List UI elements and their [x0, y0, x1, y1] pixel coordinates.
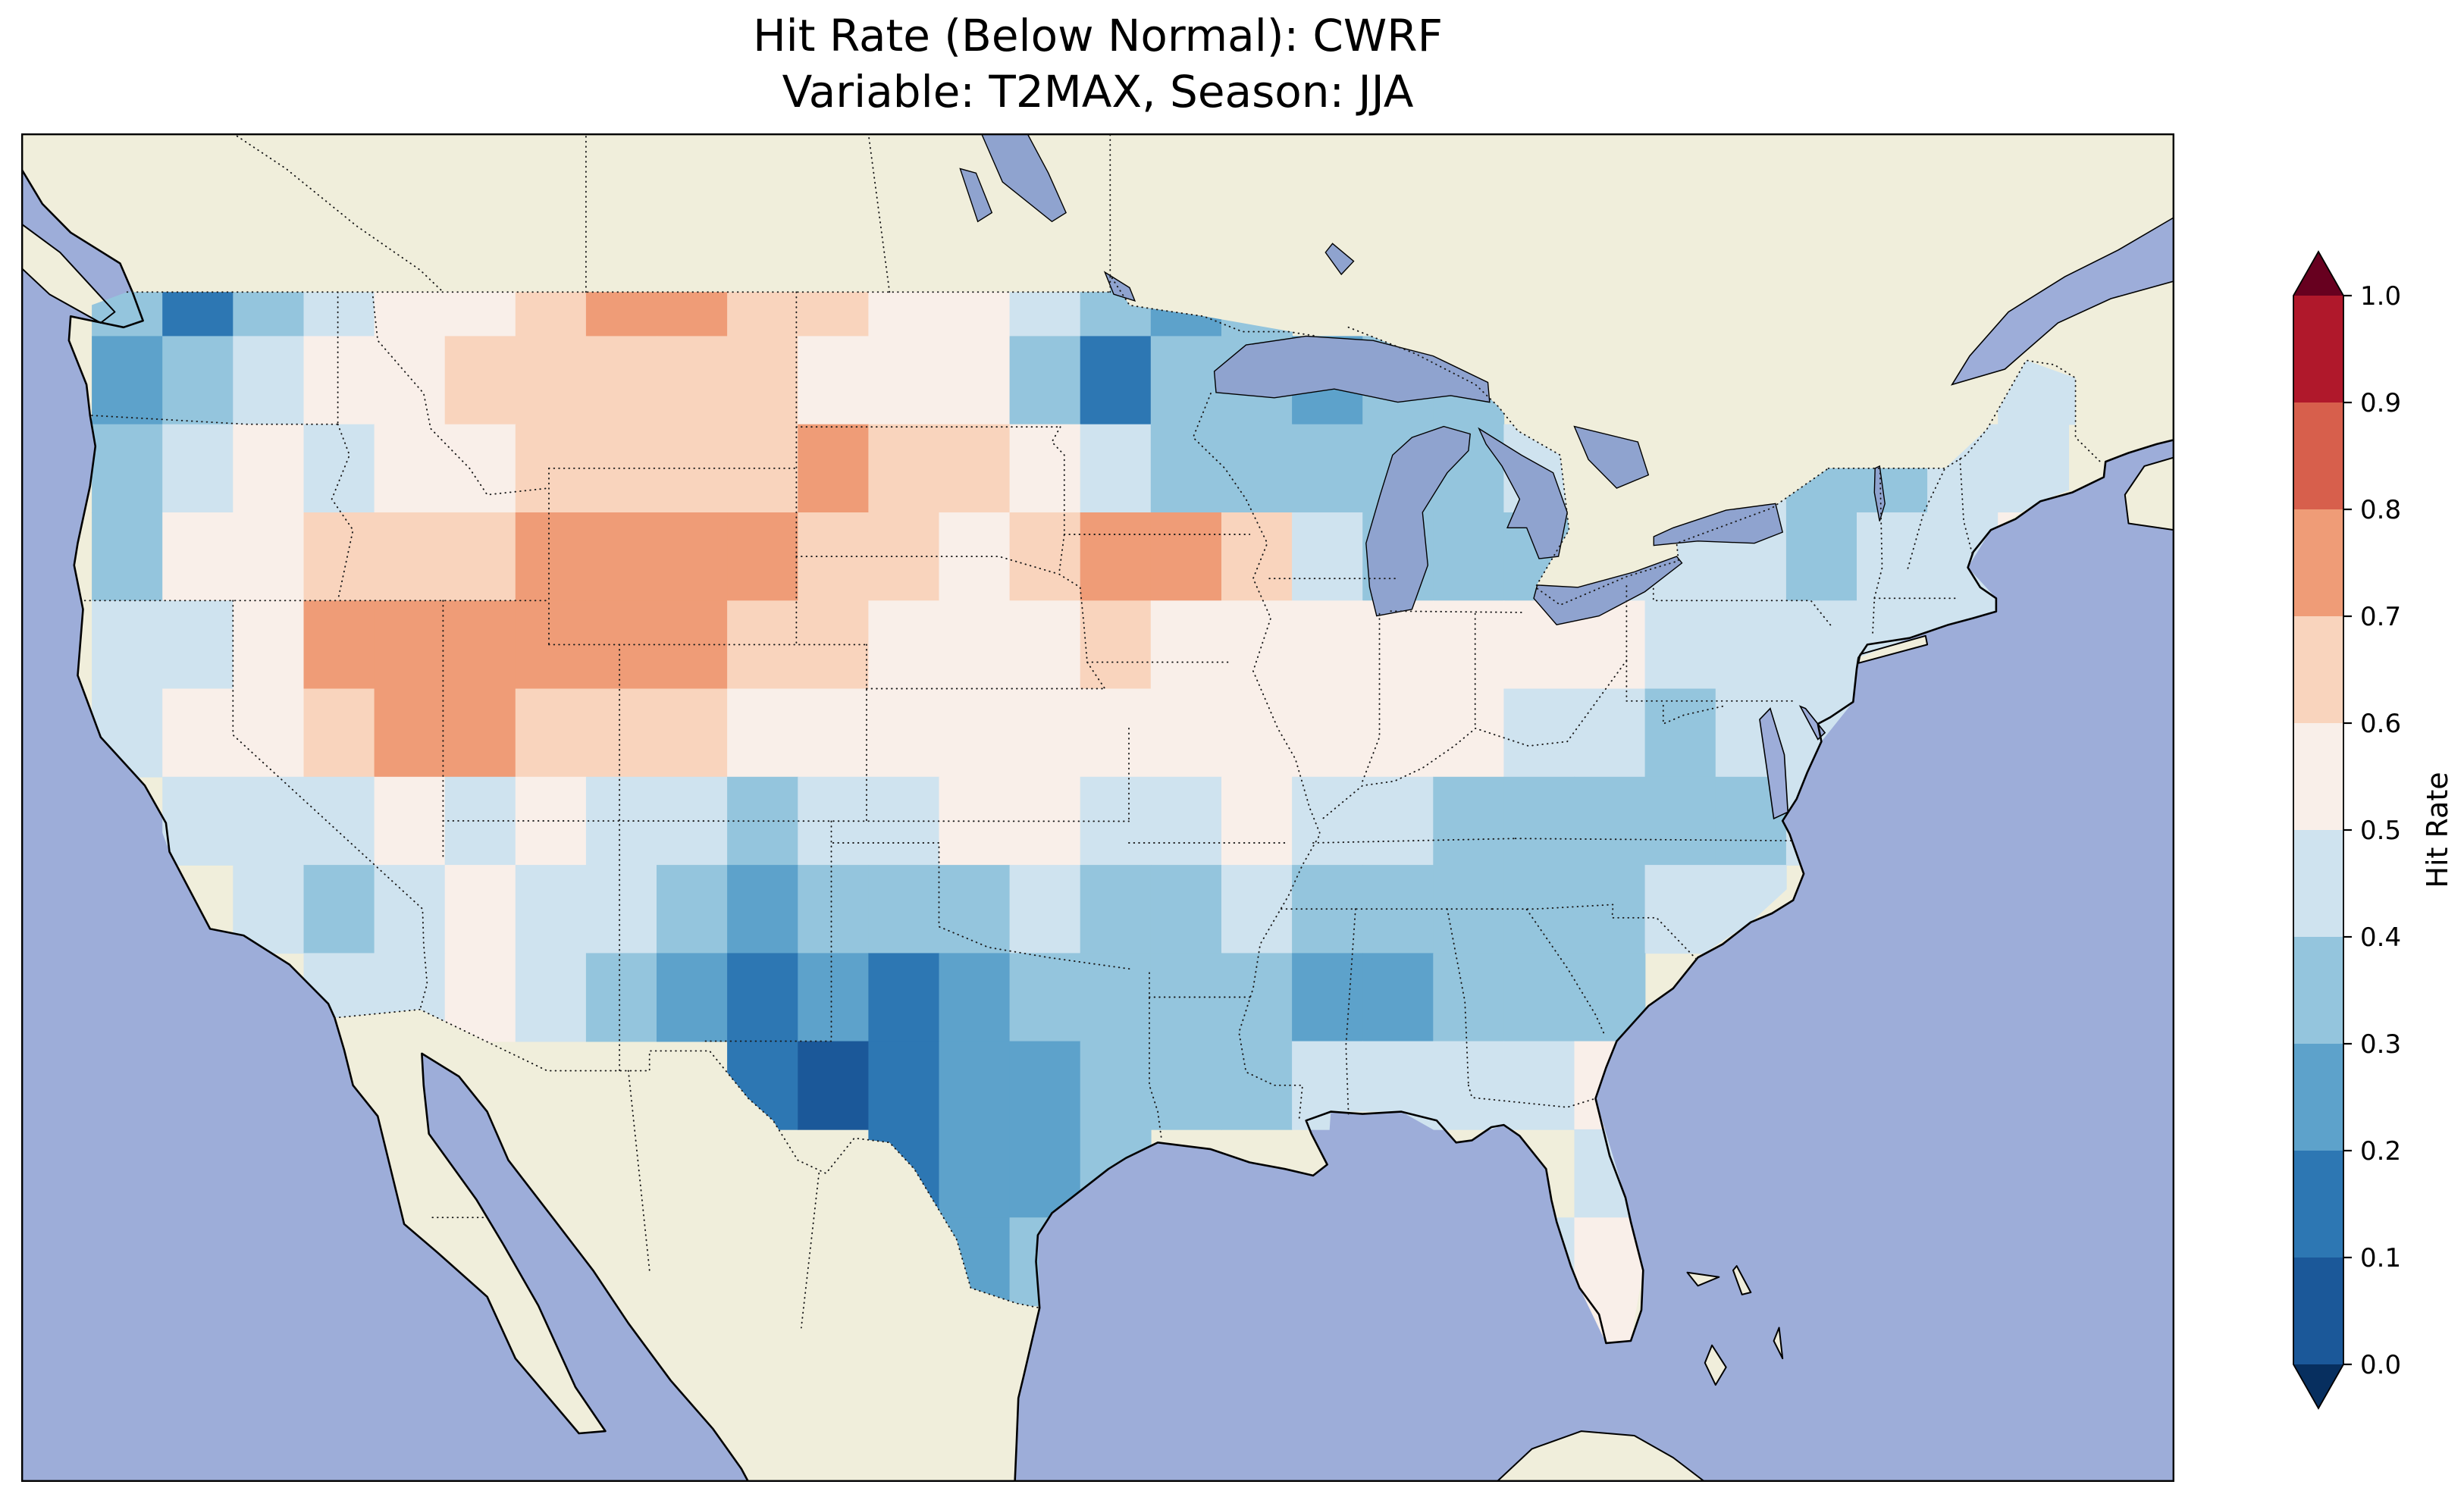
colorbar-tick-label: 0.4 [2360, 922, 2401, 953]
colorbar-tick-label: 0.3 [2360, 1029, 2401, 1060]
colorbar-tick-label: 0.0 [2360, 1350, 2401, 1380]
hit-rate-grid [92, 275, 2104, 1343]
colorbar-tick-label: 0.7 [2360, 602, 2401, 632]
title-line-2: Variable: T2MAX, Season: JJA [782, 66, 1414, 118]
state-borders [83, 133, 2102, 1329]
colorbar-tick-label: 0.8 [2360, 495, 2401, 525]
title-line-1: Hit Rate (Below Normal): CWRF [753, 10, 1443, 61]
colorbar-extend-below [2293, 1364, 2343, 1408]
colorbar-tick-label: 0.6 [2360, 709, 2401, 739]
colorbar-tick-label: 0.1 [2360, 1243, 2401, 1273]
figure-title: Hit Rate (Below Normal): CWRF Variable: … [21, 8, 2174, 120]
map-canvas [21, 133, 2174, 1482]
colorbar-tick-label: 0.2 [2360, 1136, 2401, 1167]
colorbar-label: Hit Rate [2421, 772, 2454, 888]
colorbar-tick-label: 0.5 [2360, 816, 2401, 846]
colorbar: 1.0 0.9 0.8 0.7 0.6 0.5 0.4 0.3 0.2 0.1 0.0 [2293, 250, 2401, 1410]
coastline [21, 133, 2174, 1482]
water-layer [959, 133, 2174, 820]
colorbar-extend-above [2293, 252, 2343, 296]
map-frame [21, 133, 2174, 1482]
colorbar-tick-label: 1.0 [2360, 281, 2401, 312]
colorbar-tick-label: 0.9 [2360, 388, 2401, 418]
